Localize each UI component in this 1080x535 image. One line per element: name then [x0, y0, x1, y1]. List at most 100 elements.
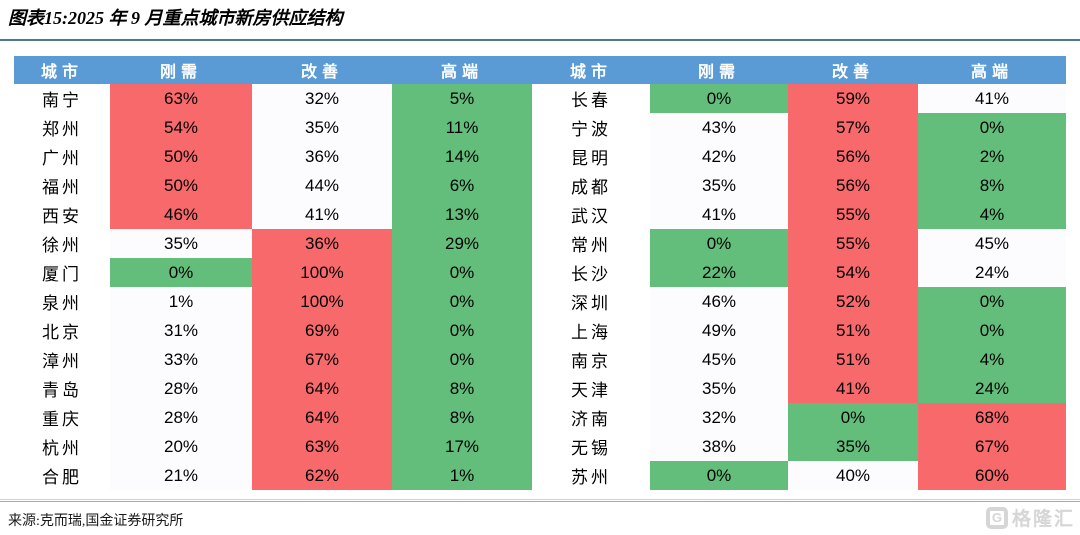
value-cell: 24%: [918, 258, 1066, 287]
value-cell: 56%: [788, 142, 918, 171]
table-row: 徐州 35% 36% 29% 常州 0% 55% 45%: [14, 229, 1066, 258]
value-cell: 41%: [788, 374, 918, 403]
city-cell: 漳州: [14, 345, 110, 374]
city-cell: 广州: [14, 142, 110, 171]
title-divider-line: [0, 39, 1080, 41]
column-header-city-left: 城市: [14, 56, 110, 84]
city-cell: 合肥: [14, 461, 110, 490]
value-cell: 38%: [650, 432, 788, 461]
table-row: 西安 46% 41% 13% 武汉 41% 55% 4%: [14, 200, 1066, 229]
column-header-gaoduan-left: 高端: [392, 56, 532, 84]
value-cell: 51%: [788, 345, 918, 374]
table-row: 泉州 1% 100% 0% 深圳 46% 52% 0%: [14, 287, 1066, 316]
value-cell: 35%: [650, 171, 788, 200]
city-cell: 深圳: [532, 287, 650, 316]
value-cell: 40%: [788, 461, 918, 490]
gelonghui-watermark: G 格隆汇: [985, 504, 1075, 531]
city-cell: 常州: [532, 229, 650, 258]
table-row: 厦门 0% 100% 0% 长沙 22% 54% 24%: [14, 258, 1066, 287]
value-cell: 46%: [110, 200, 252, 229]
table-row: 漳州 33% 67% 0% 南京 45% 51% 4%: [14, 345, 1066, 374]
table-row: 北京 31% 69% 0% 上海 49% 51% 0%: [14, 316, 1066, 345]
value-cell: 60%: [918, 461, 1066, 490]
value-cell: 35%: [650, 374, 788, 403]
city-cell: 南京: [532, 345, 650, 374]
column-header-city-right: 城市: [532, 56, 650, 84]
value-cell: 55%: [788, 229, 918, 258]
city-cell: 北京: [14, 316, 110, 345]
value-cell: 100%: [252, 287, 392, 316]
value-cell: 5%: [392, 84, 532, 113]
value-cell: 0%: [392, 287, 532, 316]
value-cell: 44%: [252, 171, 392, 200]
city-cell: 西安: [14, 200, 110, 229]
value-cell: 41%: [650, 200, 788, 229]
value-cell: 24%: [918, 374, 1066, 403]
value-cell: 35%: [252, 113, 392, 142]
value-cell: 2%: [918, 142, 1066, 171]
header-row: 城市 刚需 改善 高端 城市 刚需 改善 高端: [14, 56, 1066, 84]
city-cell: 济南: [532, 403, 650, 432]
value-cell: 50%: [110, 171, 252, 200]
value-cell: 36%: [252, 142, 392, 171]
value-cell: 22%: [650, 258, 788, 287]
value-cell: 28%: [110, 403, 252, 432]
value-cell: 54%: [788, 258, 918, 287]
value-cell: 33%: [110, 345, 252, 374]
city-cell: 武汉: [532, 200, 650, 229]
value-cell: 41%: [918, 84, 1066, 113]
value-cell: 46%: [650, 287, 788, 316]
column-header-gaishan-left: 改善: [252, 56, 392, 84]
value-cell: 35%: [110, 229, 252, 258]
value-cell: 8%: [918, 171, 1066, 200]
value-cell: 52%: [788, 287, 918, 316]
supply-structure-table: 城市 刚需 改善 高端 城市 刚需 改善 高端 南宁 63% 32% 5% 长春 0% 59…: [14, 56, 1066, 490]
value-cell: 51%: [788, 316, 918, 345]
value-cell: 64%: [252, 374, 392, 403]
column-header-gangxu-right: 刚需: [650, 56, 788, 84]
city-cell: 泉州: [14, 287, 110, 316]
value-cell: 0%: [392, 345, 532, 374]
value-cell: 69%: [252, 316, 392, 345]
value-cell: 17%: [392, 432, 532, 461]
value-cell: 32%: [252, 84, 392, 113]
column-header-gaoduan-right: 高端: [918, 56, 1066, 84]
value-cell: 8%: [392, 403, 532, 432]
value-cell: 49%: [650, 316, 788, 345]
value-cell: 28%: [110, 374, 252, 403]
value-cell: 56%: [788, 171, 918, 200]
value-cell: 20%: [110, 432, 252, 461]
footer-divider-line: [0, 499, 1080, 502]
value-cell: 4%: [918, 345, 1066, 374]
city-cell: 长沙: [532, 258, 650, 287]
city-cell: 厦门: [14, 258, 110, 287]
column-header-gangxu-left: 刚需: [110, 56, 252, 84]
value-cell: 59%: [788, 84, 918, 113]
city-cell: 南宁: [14, 84, 110, 113]
value-cell: 0%: [650, 84, 788, 113]
value-cell: 100%: [252, 258, 392, 287]
value-cell: 4%: [918, 200, 1066, 229]
value-cell: 36%: [252, 229, 392, 258]
value-cell: 67%: [918, 432, 1066, 461]
value-cell: 62%: [252, 461, 392, 490]
city-cell: 重庆: [14, 403, 110, 432]
value-cell: 0%: [788, 403, 918, 432]
value-cell: 14%: [392, 142, 532, 171]
figure-title: 图表15:2025 年 9 月重点城市新房供应结构: [8, 8, 343, 28]
value-cell: 50%: [110, 142, 252, 171]
value-cell: 0%: [392, 316, 532, 345]
source-note: 来源:克而瑞,国金证券研究所: [8, 514, 184, 529]
value-cell: 42%: [650, 142, 788, 171]
city-cell: 苏州: [532, 461, 650, 490]
city-cell: 成都: [532, 171, 650, 200]
value-cell: 0%: [650, 461, 788, 490]
value-cell: 0%: [918, 113, 1066, 142]
value-cell: 68%: [918, 403, 1066, 432]
city-cell: 长春: [532, 84, 650, 113]
gelonghui-logo-text: 格隆汇: [1011, 509, 1075, 530]
value-cell: 0%: [110, 258, 252, 287]
value-cell: 0%: [392, 258, 532, 287]
value-cell: 45%: [650, 345, 788, 374]
value-cell: 63%: [252, 432, 392, 461]
